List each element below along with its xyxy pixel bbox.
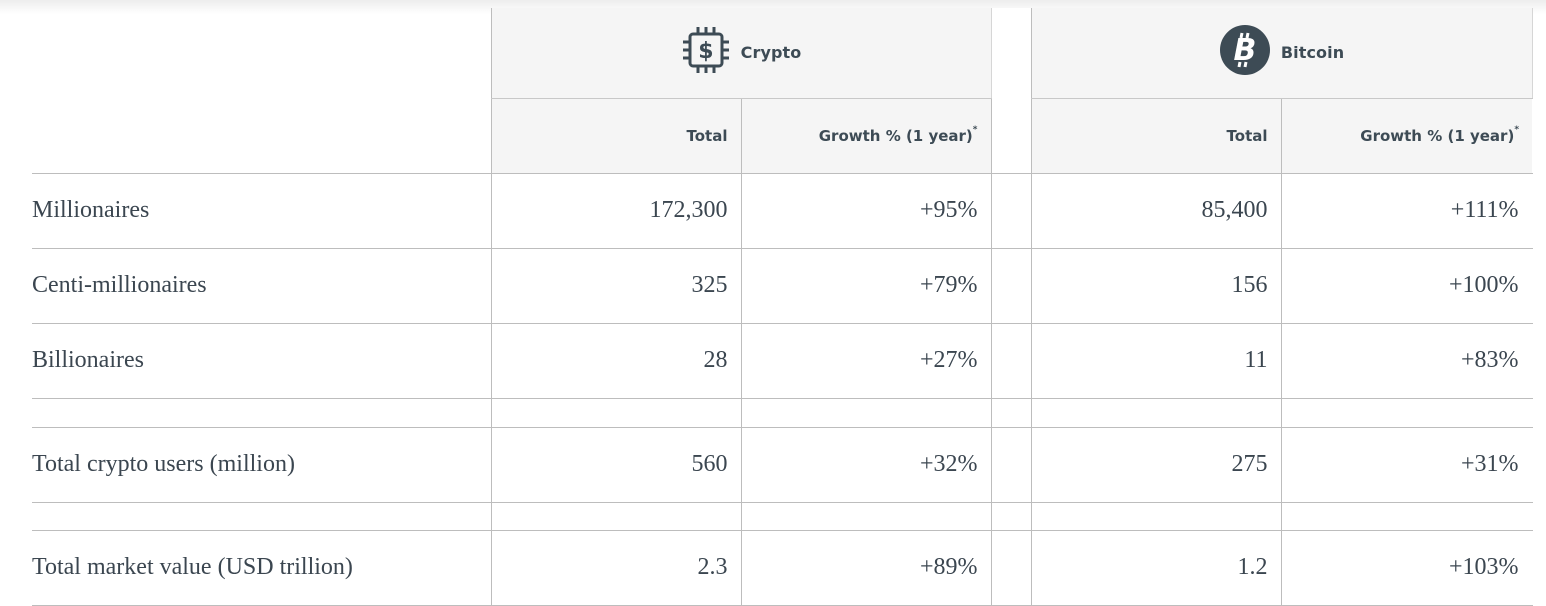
- crypto-growth-cell: +27%: [740, 323, 992, 399]
- svg-text:B: B: [1233, 33, 1256, 68]
- table-row: Centi-millionaires 325 +79% 156 +100%: [32, 248, 1533, 324]
- gap-cell: [990, 173, 1032, 249]
- gap-cell: [990, 530, 1032, 606]
- sub-header-row: Total Growth % (1 year)* Total Growth % …: [32, 98, 1533, 174]
- bitcoin-total-cell: 85,400: [1030, 173, 1282, 249]
- crypto-growth-cell: +32%: [740, 427, 992, 503]
- row-label: Total crypto users (million): [32, 427, 491, 503]
- footnote-marker: *: [1514, 124, 1520, 135]
- gap-cell: [990, 427, 1032, 503]
- spacer-row: [32, 502, 1533, 531]
- crypto-growth-cell: +89%: [740, 530, 992, 606]
- group-label-bitcoin: Bitcoin: [1280, 42, 1345, 62]
- group-header-row: $ Crypto B: [32, 8, 1533, 174]
- subheader-crypto-growth: Growth % (1 year)*: [740, 98, 992, 174]
- group-header-bitcoin: B Bitcoin: [1030, 8, 1533, 99]
- crypto-growth-cell: +79%: [740, 248, 992, 324]
- svg-text:$: $: [698, 39, 713, 64]
- bitcoin-growth-cell: +83%: [1280, 323, 1533, 399]
- bitcoin-total-cell: 11: [1030, 323, 1282, 399]
- crypto-total-cell: 172,300: [490, 173, 741, 249]
- bitcoin-total-cell: 1.2: [1030, 530, 1282, 606]
- row-label: Centi-millionaires: [32, 248, 491, 324]
- crypto-total-cell: 560: [490, 427, 741, 503]
- group-label-crypto: Crypto: [740, 42, 802, 62]
- footnote-marker: *: [972, 124, 978, 135]
- table-row: Total crypto users (million) 560 +32% 27…: [32, 427, 1533, 503]
- bitcoin-total-cell: 156: [1030, 248, 1282, 324]
- bitcoin-total-cell: 275: [1030, 427, 1282, 503]
- spacer-row: [32, 398, 1533, 428]
- subheader-bitcoin-growth: Growth % (1 year)*: [1280, 98, 1533, 174]
- table-row: Millionaires 172,300 +95% 85,400 +111%: [32, 173, 1533, 249]
- row-label: Millionaires: [32, 173, 491, 249]
- bitcoin-growth-cell: +103%: [1280, 530, 1533, 606]
- table-row: Billionaires 28 +27% 11 +83%: [32, 323, 1533, 399]
- table-row: Total market value (USD trillion) 2.3 +8…: [32, 530, 1533, 606]
- header-corner: [32, 8, 491, 174]
- row-label: Billionaires: [32, 323, 491, 399]
- crypto-growth-cell: +95%: [740, 173, 992, 249]
- gap-cell: [990, 323, 1032, 399]
- crypto-total-cell: 28: [490, 323, 741, 399]
- bitcoin-icon: B: [1219, 24, 1271, 80]
- subheader-crypto-total: Total: [490, 98, 741, 174]
- bitcoin-growth-cell: +111%: [1280, 173, 1533, 249]
- crypto-total-cell: 325: [490, 248, 741, 324]
- crypto-total-cell: 2.3: [490, 530, 741, 606]
- gap-cell: [990, 248, 1032, 324]
- bitcoin-growth-cell: +100%: [1280, 248, 1533, 324]
- group-header-crypto: $ Crypto: [490, 8, 992, 99]
- crypto-wealth-table: $ Crypto B: [32, 8, 1533, 606]
- group-gap: [990, 8, 1032, 174]
- subheader-bitcoin-total: Total: [1030, 98, 1282, 174]
- dollar-chip-icon: $: [681, 25, 731, 79]
- row-label: Total market value (USD trillion): [32, 530, 491, 606]
- bitcoin-growth-cell: +31%: [1280, 427, 1533, 503]
